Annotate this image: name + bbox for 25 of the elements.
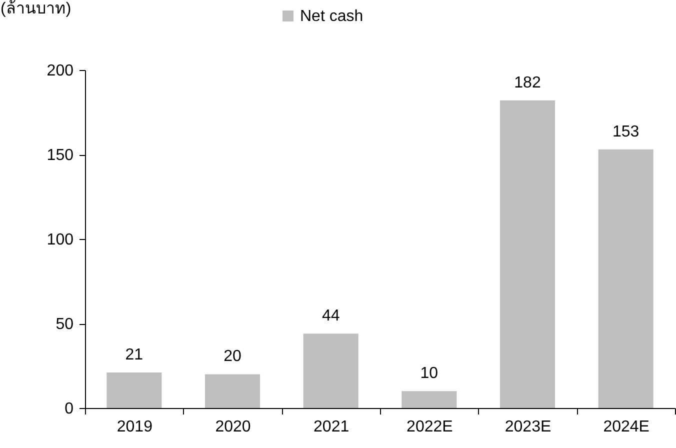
data-label: 20 xyxy=(224,348,242,366)
data-label: 10 xyxy=(420,365,438,382)
data-label: 182 xyxy=(514,74,541,92)
bar xyxy=(598,149,654,408)
bar xyxy=(402,391,457,408)
x-tick-label: 2019 xyxy=(116,418,153,436)
data-label: 21 xyxy=(125,346,144,364)
x-tick-label: 2021 xyxy=(314,418,350,436)
y-tick-label: 150 xyxy=(46,147,74,164)
data-label: 153 xyxy=(612,123,640,140)
legend-label: Net cash xyxy=(300,8,364,25)
x-tick-label: 2020 xyxy=(215,418,251,436)
y-axis-title: (ล้านบาท) xyxy=(0,0,72,18)
bar xyxy=(303,334,358,408)
x-tick-label: 2024E xyxy=(603,418,650,436)
bar xyxy=(106,372,162,408)
y-tick-label: 0 xyxy=(64,400,74,418)
y-tick-label: 200 xyxy=(46,62,74,80)
x-tick-label: 2022E xyxy=(406,418,453,436)
bar xyxy=(500,100,556,408)
x-tick-label: 2023E xyxy=(504,418,552,436)
y-tick-label: 50 xyxy=(56,316,74,333)
y-tick-label: 100 xyxy=(46,232,74,248)
bar xyxy=(204,374,260,408)
data-label: 44 xyxy=(322,308,340,325)
